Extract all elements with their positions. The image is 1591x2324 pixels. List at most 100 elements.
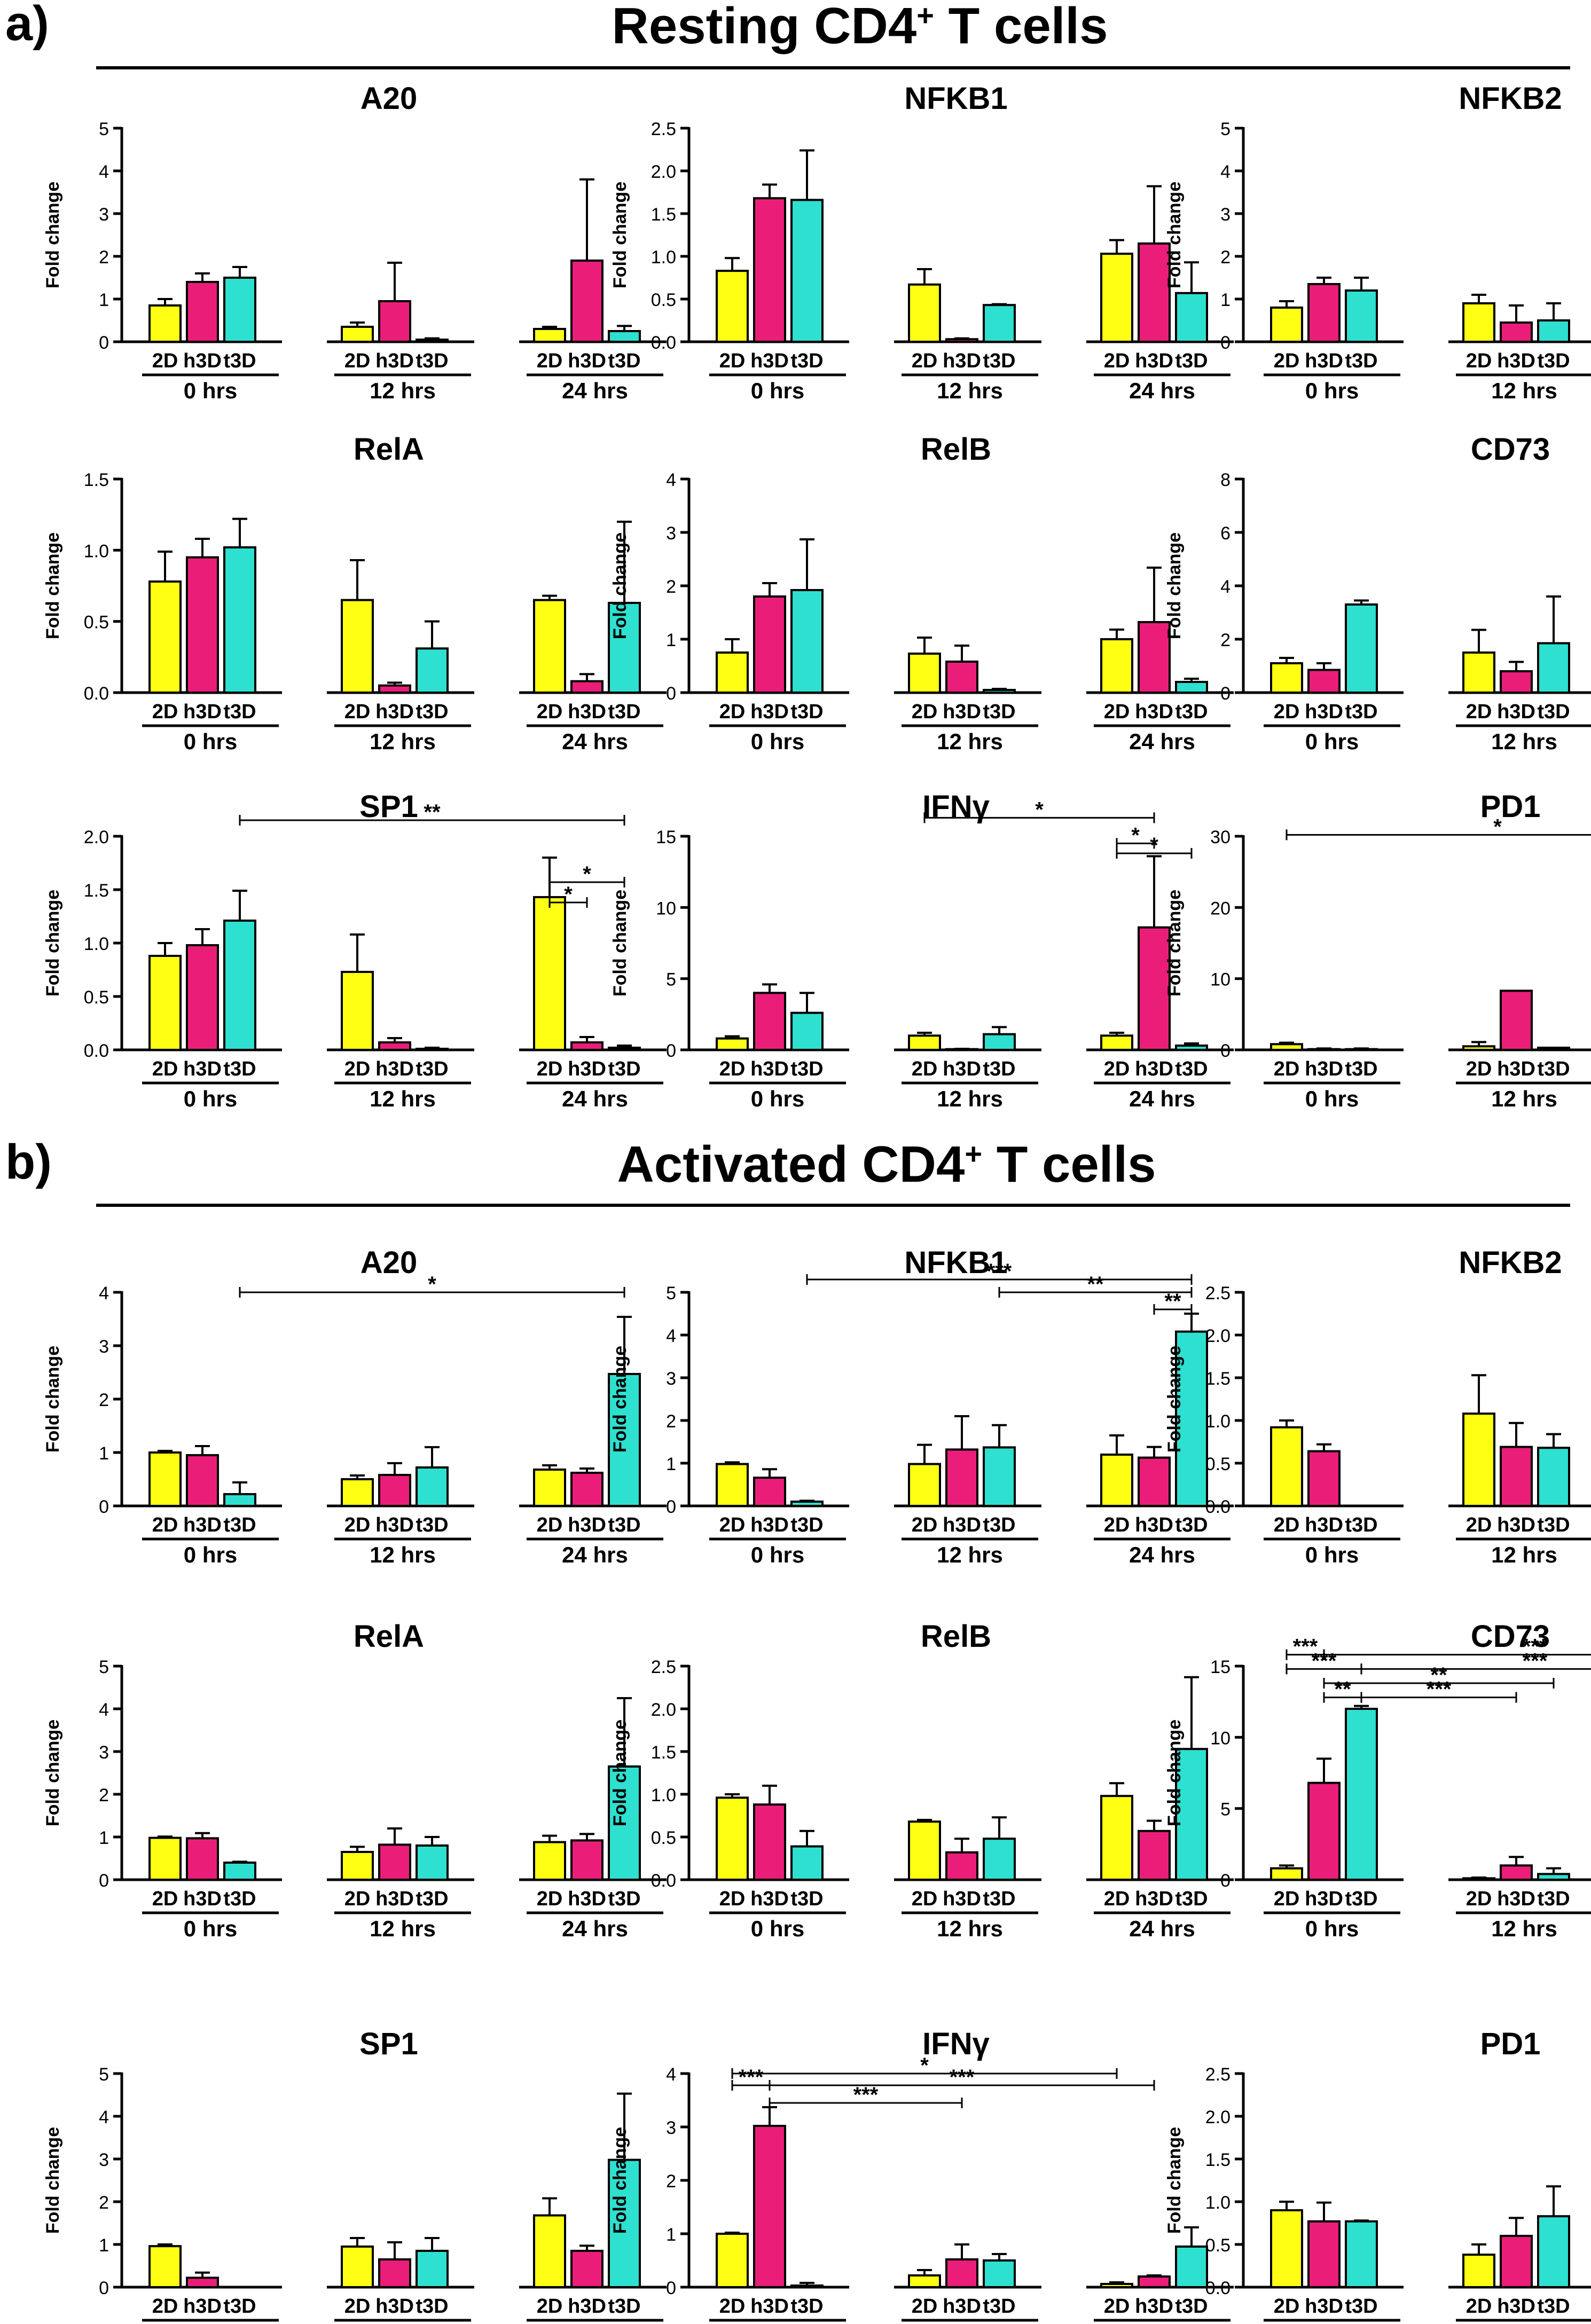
- bar-h3D: [1500, 1864, 1533, 1881]
- bar-t3D: [1175, 1045, 1208, 1051]
- y-tick-label: 3: [99, 2150, 109, 2170]
- y-axis-label: Fold change: [610, 1720, 630, 1826]
- bar-2D: [1462, 1412, 1495, 1507]
- sig-label: ***: [1523, 1635, 1548, 1659]
- y-tick-label: 2.0: [651, 162, 676, 182]
- x-tick-label-t3D: t3D: [1537, 701, 1570, 723]
- bar-h3D: [753, 2125, 786, 2288]
- x-tick-label-t3D: t3D: [1175, 350, 1208, 372]
- y-tick-label: 5: [1220, 119, 1231, 139]
- x-tick-label-t3D: t3D: [608, 2295, 640, 2318]
- sig-label: *: [583, 862, 591, 886]
- sig-label: **: [1087, 1273, 1104, 1296]
- section-b-rule: [96, 1204, 1570, 1207]
- bar-h3D: [753, 595, 786, 694]
- group-label: 12 hrs: [1491, 1916, 1557, 1941]
- bar-h3D: [186, 556, 219, 694]
- x-tick-label-2D: 2D: [1104, 701, 1130, 723]
- x-tick-label-t3D: t3D: [1175, 1888, 1208, 1910]
- bar-h3D: [1138, 1456, 1171, 1508]
- y-tick-label: 4: [99, 2107, 109, 2127]
- bar-t3D: [608, 602, 641, 694]
- y-axis-label: Fold change: [43, 182, 63, 288]
- bar-t3D: [790, 1011, 824, 1051]
- x-tick-label-t3D: t3D: [1175, 1058, 1208, 1080]
- y-tick-label: 4: [99, 162, 109, 182]
- bar-t3D: [1537, 2215, 1570, 2289]
- x-tick-label-h3D: h3D: [183, 2295, 222, 2318]
- bar-h3D: [1500, 1446, 1533, 1508]
- group-label: 24 hrs: [1129, 1542, 1195, 1567]
- bar-2D: [908, 283, 941, 343]
- chart-title: SP1: [359, 789, 418, 824]
- x-tick-label-h3D: h3D: [568, 2295, 606, 2318]
- x-tick-label-2D: 2D: [1104, 1058, 1130, 1080]
- bar-t3D: [223, 1862, 256, 1881]
- x-tick-label-t3D: t3D: [416, 2295, 448, 2318]
- y-tick-label: 1: [99, 1828, 109, 1848]
- bar-2D: [341, 1478, 374, 1507]
- y-tick-label: 0.0: [1205, 2278, 1231, 2298]
- y-tick-label: 2: [1220, 247, 1231, 268]
- bar-t3D: [608, 1047, 641, 1051]
- bar-h3D: [378, 1474, 411, 1507]
- y-tick-label: 3: [99, 1742, 109, 1763]
- y-tick-label: 1.0: [84, 541, 109, 561]
- x-tick-label-t3D: t3D: [223, 350, 256, 372]
- sig-label: **: [424, 800, 441, 824]
- group-label: 24 hrs: [562, 1542, 628, 1567]
- y-axis-label: Fold change: [1164, 1346, 1185, 1453]
- y-tick-label: 1: [666, 2225, 676, 2245]
- y-axis-label: Fold change: [610, 532, 630, 639]
- y-tick-label: 2.0: [651, 1700, 676, 1720]
- group-label: 12 hrs: [370, 378, 436, 403]
- bar-2D: [1100, 1795, 1133, 1881]
- y-tick-label: 2.5: [651, 119, 676, 139]
- x-tick-label-h3D: h3D: [750, 701, 789, 723]
- bar-h3D: [1307, 1781, 1341, 1881]
- x-tick-label-h3D: h3D: [750, 1888, 789, 1910]
- y-tick-label: 3: [666, 1369, 676, 1389]
- y-tick-label: 0.0: [651, 1871, 676, 1891]
- bar-h3D: [378, 684, 411, 694]
- bar-t3D: [223, 1493, 256, 1507]
- y-tick-label: 0: [666, 1041, 676, 1061]
- x-tick-label-2D: 2D: [1466, 1514, 1492, 1536]
- x-tick-label-t3D: t3D: [1175, 2295, 1208, 2318]
- y-axis-label: Fold change: [43, 2127, 63, 2234]
- group-label: 0 hrs: [184, 1916, 237, 1941]
- bar-2D: [1100, 1034, 1133, 1051]
- group-label: 0 hrs: [1305, 378, 1359, 403]
- bar-h3D: [1500, 670, 1533, 694]
- x-tick-label-h3D: h3D: [183, 350, 222, 372]
- y-tick-label: 2: [99, 247, 109, 268]
- bar-t3D: [608, 1765, 641, 1881]
- x-tick-label-t3D: t3D: [1345, 701, 1377, 723]
- x-tick-label-t3D: t3D: [790, 350, 823, 372]
- chart-title: SP1: [359, 2027, 418, 2061]
- y-tick-label: 2: [99, 2193, 109, 2213]
- bar-t3D: [608, 330, 641, 343]
- x-tick-label-t3D: t3D: [983, 350, 1015, 372]
- x-tick-label-2D: 2D: [152, 701, 178, 723]
- x-tick-label-t3D: t3D: [1537, 1058, 1570, 1080]
- section-b-title-suffix: T cells: [982, 1136, 1156, 1193]
- bar-h3D: [1500, 990, 1533, 1051]
- x-tick-label-t3D: t3D: [416, 1888, 448, 1910]
- y-tick-label: 0: [666, 1497, 676, 1517]
- x-tick-label-h3D: h3D: [1135, 2295, 1173, 2318]
- bar-2D: [1462, 1877, 1495, 1881]
- x-tick-label-t3D: t3D: [1345, 1058, 1377, 1080]
- bar-h3D: [1138, 926, 1171, 1051]
- x-tick-label-2D: 2D: [344, 1888, 371, 1910]
- x-tick-label-t3D: t3D: [1537, 1888, 1570, 1910]
- bar-2D: [716, 1037, 749, 1051]
- sig-label: ***: [1293, 1635, 1318, 1659]
- bar-2D: [533, 2214, 566, 2289]
- bar-t3D: [790, 589, 824, 694]
- group-label: 12 hrs: [1491, 1086, 1557, 1111]
- bar-h3D: [186, 1454, 219, 1507]
